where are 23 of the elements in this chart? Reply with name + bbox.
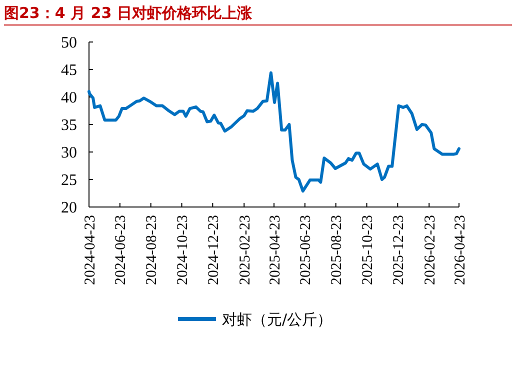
x-tick-label: 2026-02-23 xyxy=(422,215,438,285)
legend-label: 对虾（元/公斤） xyxy=(222,310,332,328)
y-tick-label: 50 xyxy=(61,34,77,52)
x-tick-label: 2026-04-23 xyxy=(452,215,468,285)
x-tick-label: 2025-10-23 xyxy=(360,215,376,285)
x-tick-label: 2025-08-23 xyxy=(329,215,346,285)
line-series xyxy=(88,71,460,193)
y-tick-label: 25 xyxy=(61,172,77,190)
x-tick-label: 2025-12-23 xyxy=(390,215,407,285)
x-tick-label: 2024-08-23 xyxy=(144,215,160,285)
y-tick-label: 45 xyxy=(61,62,77,80)
x-tick-label: 2025-04-23 xyxy=(267,215,284,285)
y-tick-label: 40 xyxy=(61,90,77,107)
x-tick-label: 2024-04-23 xyxy=(82,215,98,285)
x-tick-label: 2024-10-23 xyxy=(175,215,192,285)
y-tick-label: 30 xyxy=(61,144,77,162)
x-tick-label: 2024-06-23 xyxy=(113,215,130,285)
x-tick-label: 2025-06-23 xyxy=(298,215,314,285)
y-tick-label: 20 xyxy=(61,200,77,217)
x-tick-label: 2025-02-23 xyxy=(237,215,254,285)
chart-title: 图23：4 月 23 日对虾价格环比上涨 xyxy=(4,4,253,22)
x-tick-label: 2024-12-23 xyxy=(206,215,222,285)
y-tick-label: 35 xyxy=(61,117,77,134)
